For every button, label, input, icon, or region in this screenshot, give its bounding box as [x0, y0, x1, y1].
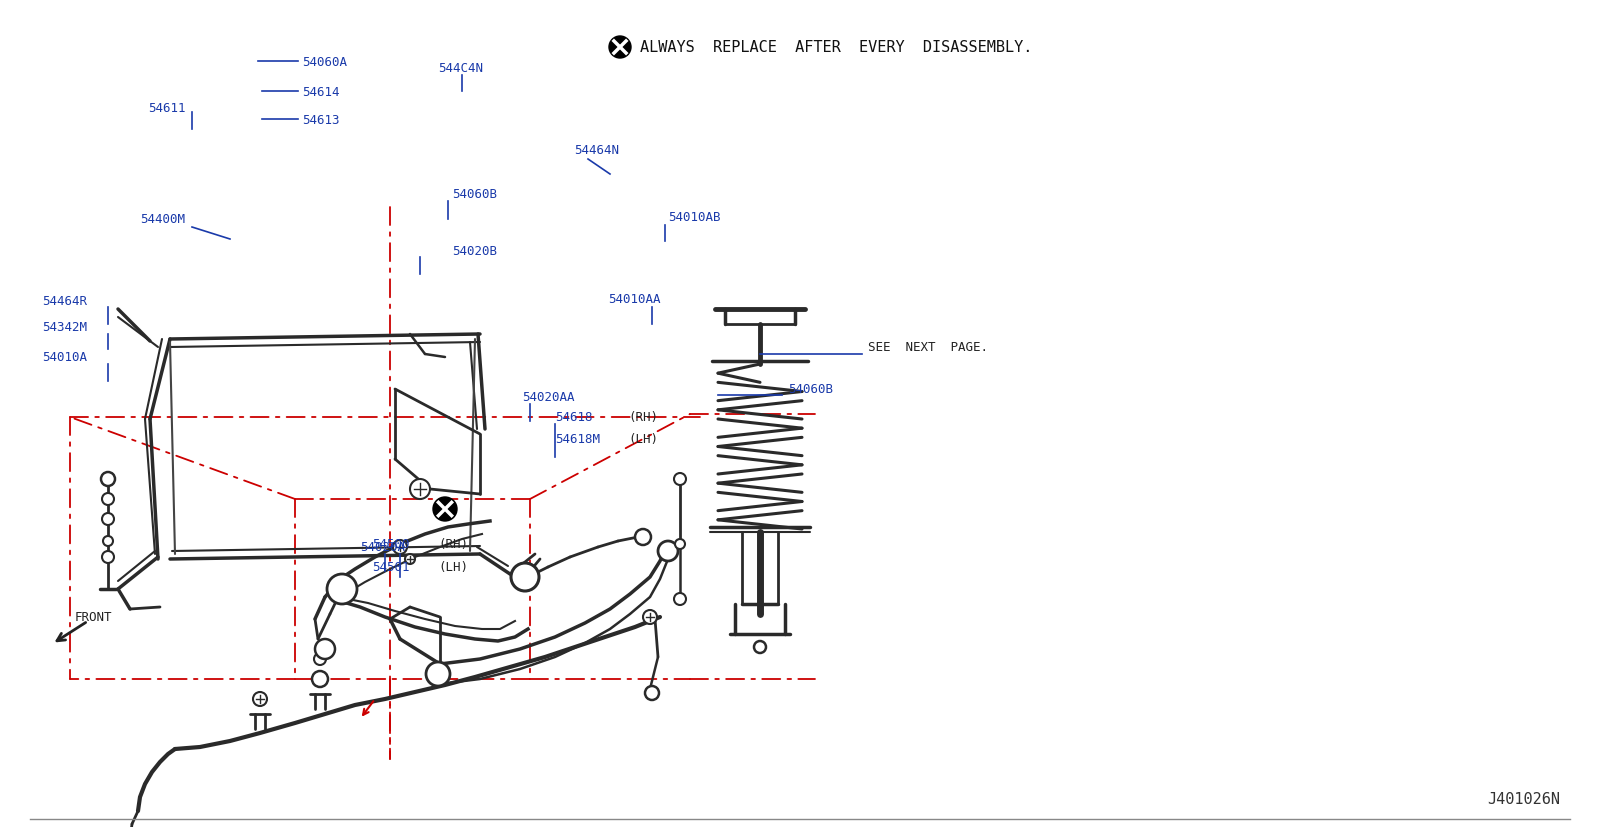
Text: 54010A: 54010A [42, 351, 86, 364]
Text: (LH): (LH) [627, 433, 658, 446]
Text: (RH): (RH) [627, 411, 658, 424]
Circle shape [643, 610, 658, 624]
Circle shape [510, 563, 539, 591]
Circle shape [253, 692, 267, 706]
Text: 54060B: 54060B [787, 383, 834, 396]
Text: 54010AA: 54010AA [608, 293, 661, 306]
Text: 54464R: 54464R [42, 295, 86, 308]
Text: 54060B: 54060B [453, 189, 498, 201]
Text: 54613: 54613 [302, 113, 339, 127]
Text: 54618: 54618 [555, 411, 592, 424]
Circle shape [102, 537, 114, 547]
Text: ALWAYS  REPLACE  AFTER  EVERY  DISASSEMBLY.: ALWAYS REPLACE AFTER EVERY DISASSEMBLY. [640, 41, 1032, 55]
Circle shape [675, 539, 685, 549]
Circle shape [102, 552, 114, 563]
Text: 54618M: 54618M [555, 433, 600, 446]
Text: 54060A: 54060A [302, 55, 347, 69]
Circle shape [674, 473, 686, 485]
Circle shape [315, 639, 334, 659]
Circle shape [658, 542, 678, 562]
Text: 54020A: 54020A [360, 541, 405, 554]
Text: FRONT: FRONT [75, 611, 112, 624]
Text: J401026N: J401026N [1486, 791, 1560, 806]
Circle shape [394, 540, 406, 554]
Text: 54611: 54611 [147, 102, 186, 114]
Text: 54010AB: 54010AB [669, 211, 720, 224]
Circle shape [610, 37, 630, 59]
Text: 54464N: 54464N [574, 143, 619, 156]
Text: 54020B: 54020B [453, 245, 498, 258]
Text: (LH): (LH) [438, 561, 467, 574]
Circle shape [326, 574, 357, 605]
Circle shape [674, 593, 686, 605]
Text: 54020AA: 54020AA [522, 391, 574, 404]
Text: 54500: 54500 [371, 538, 410, 551]
Text: 54342M: 54342M [42, 321, 86, 334]
Text: 544C4N: 544C4N [438, 61, 483, 74]
Circle shape [101, 472, 115, 486]
Text: (RH): (RH) [438, 538, 467, 551]
Text: 54400M: 54400M [141, 213, 186, 227]
Circle shape [405, 554, 414, 564]
Circle shape [635, 529, 651, 545]
Circle shape [102, 494, 114, 505]
Circle shape [410, 480, 430, 500]
Text: 54614: 54614 [302, 85, 339, 98]
Circle shape [434, 497, 458, 521]
Circle shape [102, 514, 114, 525]
Circle shape [312, 672, 328, 687]
Circle shape [645, 686, 659, 700]
Text: 54501: 54501 [371, 561, 410, 574]
Text: SEE  NEXT  PAGE.: SEE NEXT PAGE. [867, 341, 989, 354]
Circle shape [754, 641, 766, 653]
Circle shape [426, 662, 450, 686]
Circle shape [314, 653, 326, 665]
